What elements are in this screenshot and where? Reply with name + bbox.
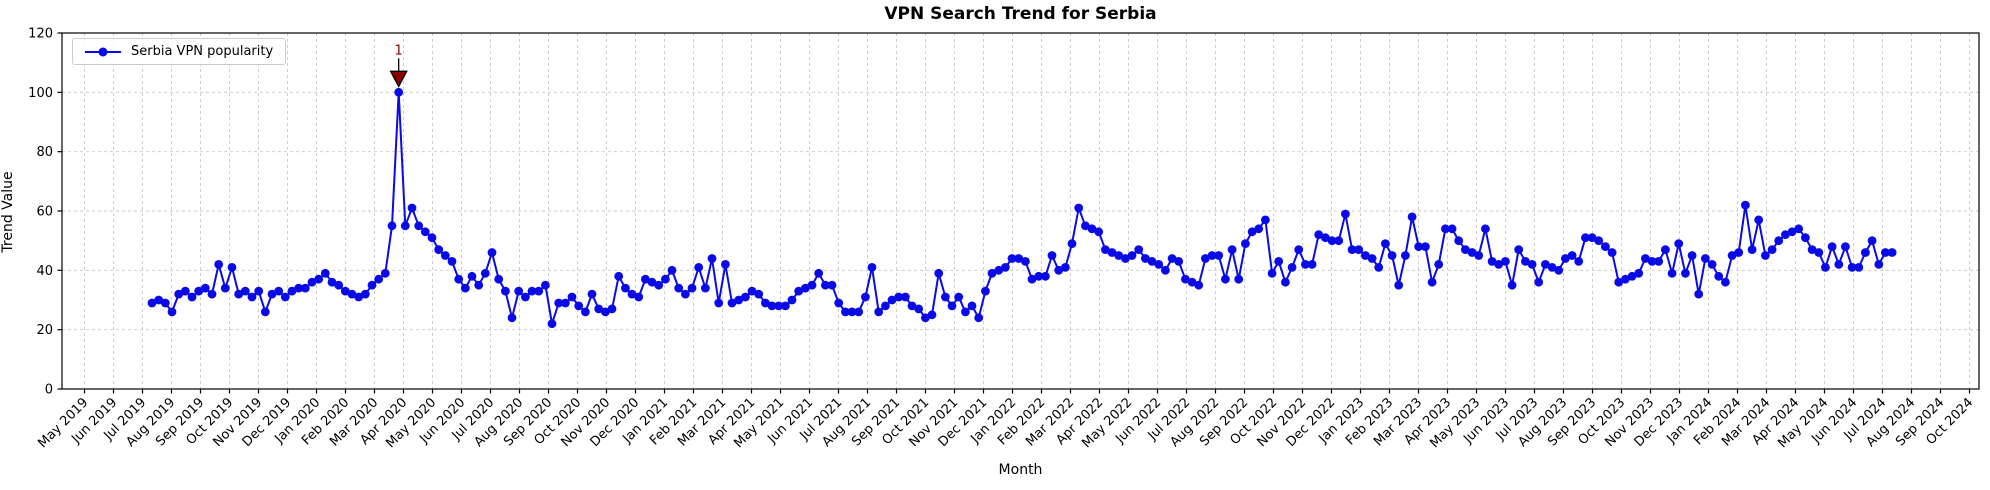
y-tick-label: 20 bbox=[36, 323, 53, 338]
y-tick-label: 0 bbox=[45, 383, 53, 398]
legend-series-label: Serbia VPN popularity bbox=[131, 44, 274, 59]
grid bbox=[62, 33, 1979, 389]
legend: Serbia VPN popularity bbox=[72, 38, 287, 65]
y-axis-title: Trend Value bbox=[0, 171, 16, 253]
x-axis-title: Month bbox=[998, 462, 1043, 478]
peak-annotation: 1 bbox=[389, 43, 408, 88]
plot-frame bbox=[61, 32, 1980, 390]
legend-line-marker-swatch bbox=[85, 47, 121, 56]
y-tick-label: 40 bbox=[36, 264, 53, 279]
y-axis: 0 20 40 60 80 100 120 bbox=[28, 27, 62, 398]
y-tick-label: 60 bbox=[36, 205, 53, 220]
y-tick-label: 120 bbox=[28, 27, 53, 42]
y-tick-label: 100 bbox=[28, 86, 53, 101]
chart-title: VPN Search Trend for Serbia bbox=[884, 4, 1157, 24]
y-tick-label: 80 bbox=[36, 145, 53, 160]
data-points bbox=[147, 87, 1897, 329]
peak-annotation-label: 1 bbox=[395, 43, 403, 58]
